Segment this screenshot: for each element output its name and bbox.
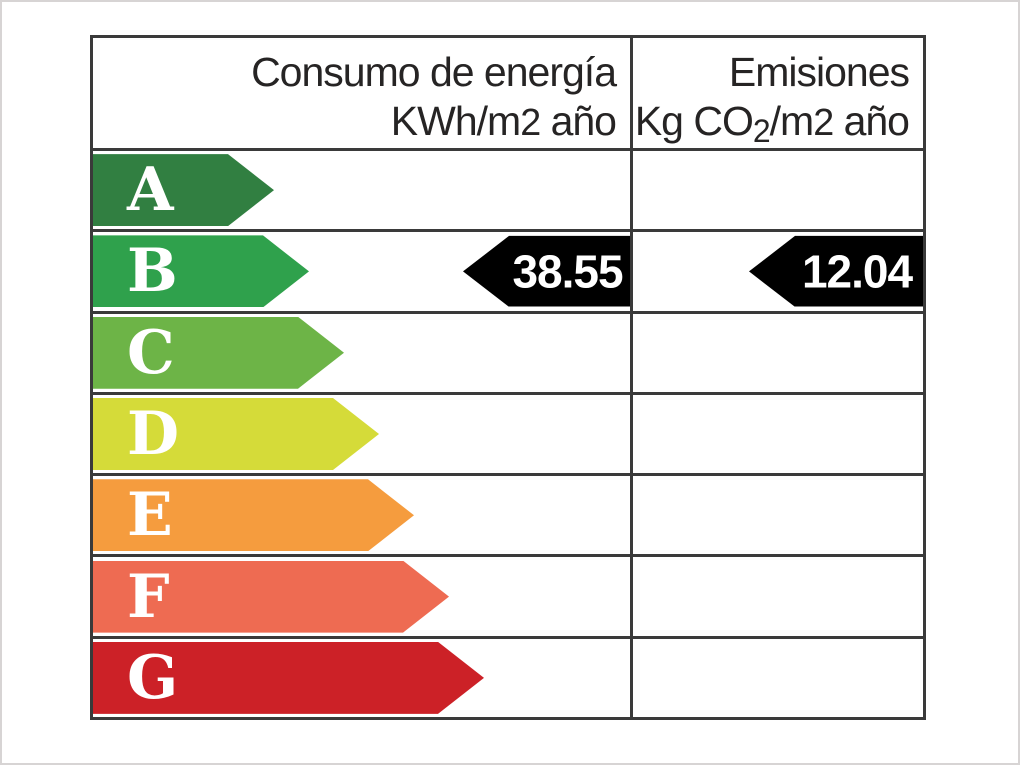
rating-row-D-consumption-cell: D xyxy=(93,391,633,474)
consumption-value: 38.55 xyxy=(512,245,623,298)
rating-arrow-G: G xyxy=(93,642,484,714)
header-emissions-line2: Kg CO2/m2 año xyxy=(634,98,910,150)
rating-row-F-emissions-cell xyxy=(633,554,923,636)
rating-letter-C: C xyxy=(127,317,176,388)
rating-arrow-B: B xyxy=(93,235,309,307)
rating-row-A-consumption-cell: A xyxy=(93,148,633,230)
rating-arrow-F: F xyxy=(93,561,449,633)
rating-letter-A: A xyxy=(127,155,175,226)
rating-row-E-emissions-cell xyxy=(633,473,923,555)
rating-row-A-emissions-cell xyxy=(633,148,923,230)
rating-row-D-emissions-cell xyxy=(633,391,923,474)
rating-arrow-C: C xyxy=(93,317,344,389)
energy-rating-table: Consumo de energía KWh/m2 año Emisiones … xyxy=(90,35,926,720)
rating-letter-F: F xyxy=(127,561,171,632)
rating-arrow-D: D xyxy=(93,398,379,470)
rating-row-C-emissions-cell xyxy=(633,310,923,392)
header-emissions-line1: Emisiones xyxy=(728,49,910,95)
header-consumption-line2: KWh/m2 año xyxy=(390,98,617,144)
rating-row-E-consumption-cell: E xyxy=(93,473,633,555)
rating-row-B-consumption-cell: B 38.55 xyxy=(93,229,633,311)
rating-arrow-A: A xyxy=(93,154,274,226)
rating-arrow-E: E xyxy=(93,479,414,551)
rating-row-C-consumption-cell: C xyxy=(93,310,633,392)
rating-letter-B: B xyxy=(127,236,179,307)
rating-row-F-consumption-cell: F xyxy=(93,554,633,636)
header-consumption: Consumo de energía KWh/m2 año xyxy=(93,38,633,148)
emissions-value-arrow: 12.04 xyxy=(749,235,923,307)
rating-row-B-emissions-cell: 12.04 xyxy=(633,229,923,311)
rating-letter-D: D xyxy=(127,398,181,469)
rating-letter-G: G xyxy=(127,642,180,713)
header-emissions: Emisiones Kg CO2/m2 año xyxy=(633,38,923,150)
emissions-value: 12.04 xyxy=(801,245,913,298)
header-consumption-line1: Consumo de energía xyxy=(251,49,617,95)
rating-row-G-emissions-cell xyxy=(633,635,923,717)
rating-letter-E: E xyxy=(127,480,174,551)
rating-row-G-consumption-cell: G xyxy=(93,635,633,717)
consumption-value-arrow: 38.55 xyxy=(463,235,630,307)
